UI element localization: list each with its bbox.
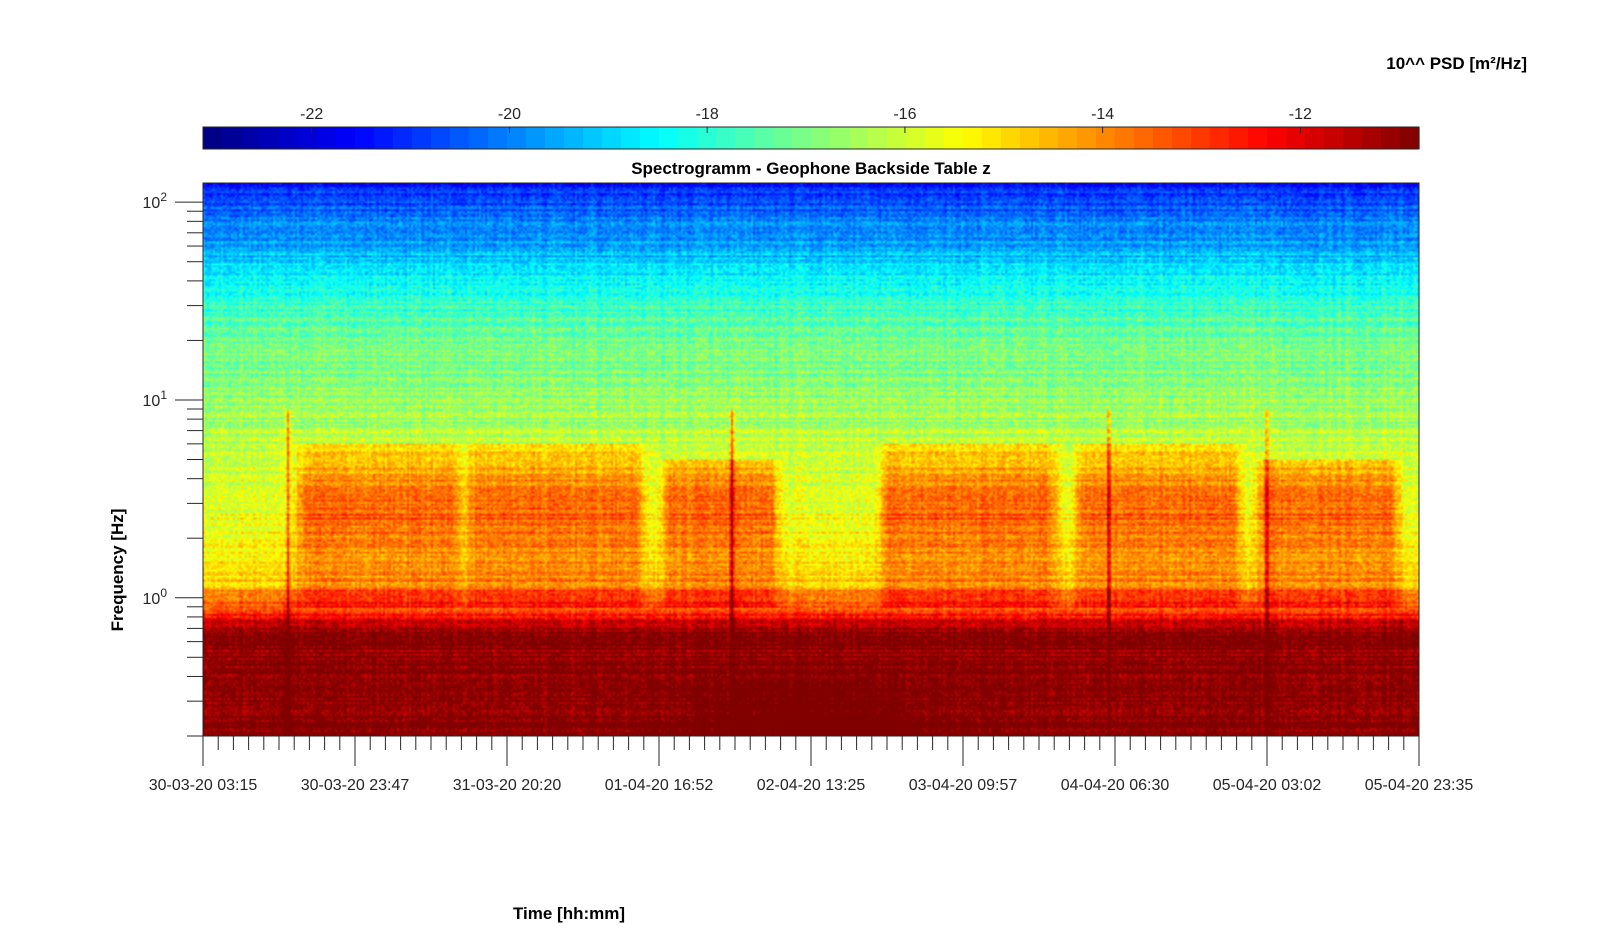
colorbar-cell: [1362, 127, 1382, 149]
colorbar-cell: [1286, 127, 1306, 149]
colorbar-cell: [735, 127, 755, 149]
y-tick-label: 100: [143, 586, 168, 608]
colorbar-cell: [545, 127, 565, 149]
y-tick-label: 102: [143, 190, 168, 212]
y-axis-label: Frequency [Hz]: [108, 509, 127, 632]
colorbar-cell: [602, 127, 622, 149]
colorbar-tick-label: -14: [1091, 106, 1114, 123]
colorbar-cell: [1020, 127, 1040, 149]
y-tick-label: 101: [143, 388, 168, 410]
colorbar-cell: [564, 127, 584, 149]
colorbar-cell: [1305, 127, 1325, 149]
x-axis: 30-03-20 03:15 30-03-20 23:47 31-03-20 20:…: [149, 736, 1474, 794]
x-tick-label: 02-04-20 13:25: [757, 777, 866, 794]
colorbar-cell: [355, 127, 375, 149]
colorbar-cell: [868, 127, 888, 149]
colorbar-tick-label: -20: [498, 106, 521, 123]
colorbar-cell: [298, 127, 318, 149]
colorbar-cell: [906, 127, 926, 149]
colorbar-cell: [963, 127, 983, 149]
colorbar-cell: [1096, 127, 1116, 149]
colorbar-cell: [621, 127, 641, 149]
x-tick-label: 05-04-20 23:35: [1365, 777, 1474, 794]
colorbar-tick-label: -12: [1289, 106, 1312, 123]
colorbar-cell: [1400, 127, 1420, 149]
colorbar-cell: [222, 127, 242, 149]
colorbar-cell: [317, 127, 337, 149]
colorbar-cell: [1077, 127, 1097, 149]
colorbar-cell: [469, 127, 489, 149]
colorbar-cell: [716, 127, 736, 149]
colorbar-cell: [507, 127, 527, 149]
colorbar-cell: [1134, 127, 1154, 149]
colorbar-cell: [1115, 127, 1135, 149]
colorbar-frame: [202, 126, 1420, 150]
x-tick-label: 30-03-20 03:15: [149, 777, 258, 794]
colorbar-cell: [773, 127, 793, 149]
x-axis-label: Time [hh:mm]: [513, 904, 625, 923]
colorbar-cell: [830, 127, 850, 149]
colorbar-cell: [982, 127, 1002, 149]
colorbar-cell: [1324, 127, 1344, 149]
colorbar-cell: [887, 127, 907, 149]
colorbar-cell: [811, 127, 831, 149]
colorbar-cell: [1210, 127, 1230, 149]
colorbar-cell: [203, 127, 223, 149]
colorbar-cell: [925, 127, 945, 149]
chart-title: Spectrogramm - Geophone Backside Table z: [631, 159, 991, 178]
colorbar-cell: [678, 127, 698, 149]
colorbar-cell: [792, 127, 812, 149]
colorbar-cell: [849, 127, 869, 149]
colorbar-label: 10^^ PSD [m²/Hz]: [1386, 54, 1527, 73]
colorbar-cell: [944, 127, 964, 149]
spectrogram-heatmap: [203, 183, 1419, 736]
colorbar-cell: [393, 127, 413, 149]
colorbar-cell: [1153, 127, 1173, 149]
colorbar-tick-label: -22: [300, 106, 323, 123]
colorbar-cell: [754, 127, 774, 149]
colorbar-cell: [431, 127, 451, 149]
x-tick-label: 01-04-20 16:52: [605, 777, 714, 794]
colorbar-cell: [279, 127, 299, 149]
x-tick-label: 30-03-20 23:47: [301, 777, 410, 794]
colorbar-cell: [1058, 127, 1078, 149]
colorbar-cell: [1172, 127, 1192, 149]
colorbar-cell: [488, 127, 508, 149]
colorbar-cell: [1343, 127, 1363, 149]
colorbar-cell: [1381, 127, 1401, 149]
colorbar-cell: [336, 127, 356, 149]
colorbar-cell: [1191, 127, 1211, 149]
y-axis: 100 101 102: [143, 190, 203, 737]
colorbar-ticks: -22 -20 -18 -16 -14 -12: [300, 106, 1312, 133]
colorbar-cell: [1267, 127, 1287, 149]
colorbar-cell: [697, 127, 717, 149]
colorbar-cell: [1229, 127, 1249, 149]
colorbar-cell: [450, 127, 470, 149]
colorbar-cell: [659, 127, 679, 149]
x-tick-label: 31-03-20 20:20: [453, 777, 562, 794]
colorbar-tick-label: -16: [893, 106, 916, 123]
colorbar-cell: [260, 127, 280, 149]
x-tick-label: 03-04-20 09:57: [909, 777, 1018, 794]
colorbar-cell: [241, 127, 261, 149]
colorbar-cell: [640, 127, 660, 149]
colorbar-cell: [1001, 127, 1021, 149]
colorbar-tick-label: -18: [696, 106, 719, 123]
x-tick-label: 04-04-20 06:30: [1061, 777, 1170, 794]
colorbar-cell: [526, 127, 546, 149]
colorbar-cell: [583, 127, 603, 149]
colorbar-cell: [1039, 127, 1059, 149]
colorbar-cell: [1248, 127, 1268, 149]
colorbar-cell: [374, 127, 394, 149]
colorbar: 10^^ PSD [m²/Hz] -22 -20 -18 -16 -14 -12: [202, 54, 1527, 150]
x-tick-label: 05-04-20 03:02: [1213, 777, 1322, 794]
spectrogram-plot: [202, 182, 1420, 737]
colorbar-gradient: [203, 127, 1420, 149]
colorbar-cell: [412, 127, 432, 149]
